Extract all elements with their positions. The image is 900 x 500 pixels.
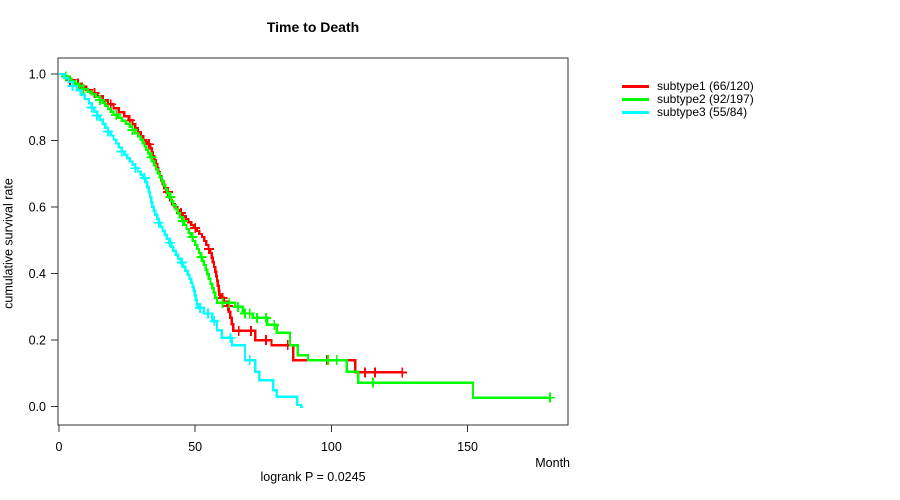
survival-curve [59,72,550,399]
chart-title: Time to Death [266,19,360,35]
x-tick-label: 50 [188,440,202,454]
legend-item: subtype2 (92/197) [622,93,754,106]
y-tick-label: 0.8 [29,134,46,148]
legend-label: subtype1 (66/120) [657,79,754,93]
survival-curve [59,72,403,374]
y-tick-label: 1.0 [29,67,46,81]
legend-item: subtype1 (66/120) [622,80,754,93]
x-axis-title: Month [535,456,570,470]
x-tick-label: 0 [56,440,63,454]
legend-line-swatch [622,98,649,101]
plot-box [57,57,569,426]
legend-line-swatch [622,111,649,114]
y-tick-label: 0.4 [29,267,46,281]
y-tick-label: 0.6 [29,200,46,214]
legend: subtype1 (66/120) subtype2 (92/197) subtyp… [622,80,754,119]
legend-item: subtype3 (55/84) [622,106,754,119]
legend-label: subtype3 (55/84) [657,105,748,119]
x-tick-label: 150 [457,440,478,454]
legend-line-swatch [622,85,649,88]
x-tick-label: 100 [321,440,342,454]
survival-curve [59,72,303,408]
y-tick-label: 0.0 [29,400,46,414]
logrank-annotation: logrank P = 0.0245 [260,470,366,484]
legend-label: subtype2 (92/197) [657,92,754,106]
y-tick-label: 0.2 [29,333,46,347]
